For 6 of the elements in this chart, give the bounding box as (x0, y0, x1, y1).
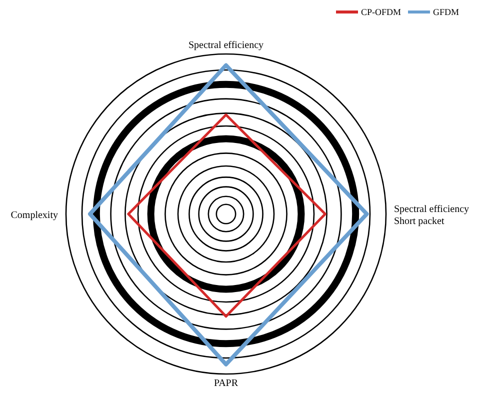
spoke-label: Spectral efficiency Short packet (394, 204, 470, 227)
spoke-label: PAPR (214, 378, 238, 390)
spoke-label: Spectral efficiency (188, 40, 264, 51)
spoke-label: Complexity (10, 210, 58, 221)
legend-label: GFDM (433, 7, 460, 17)
legend-label: CP-OFDM (361, 7, 402, 17)
